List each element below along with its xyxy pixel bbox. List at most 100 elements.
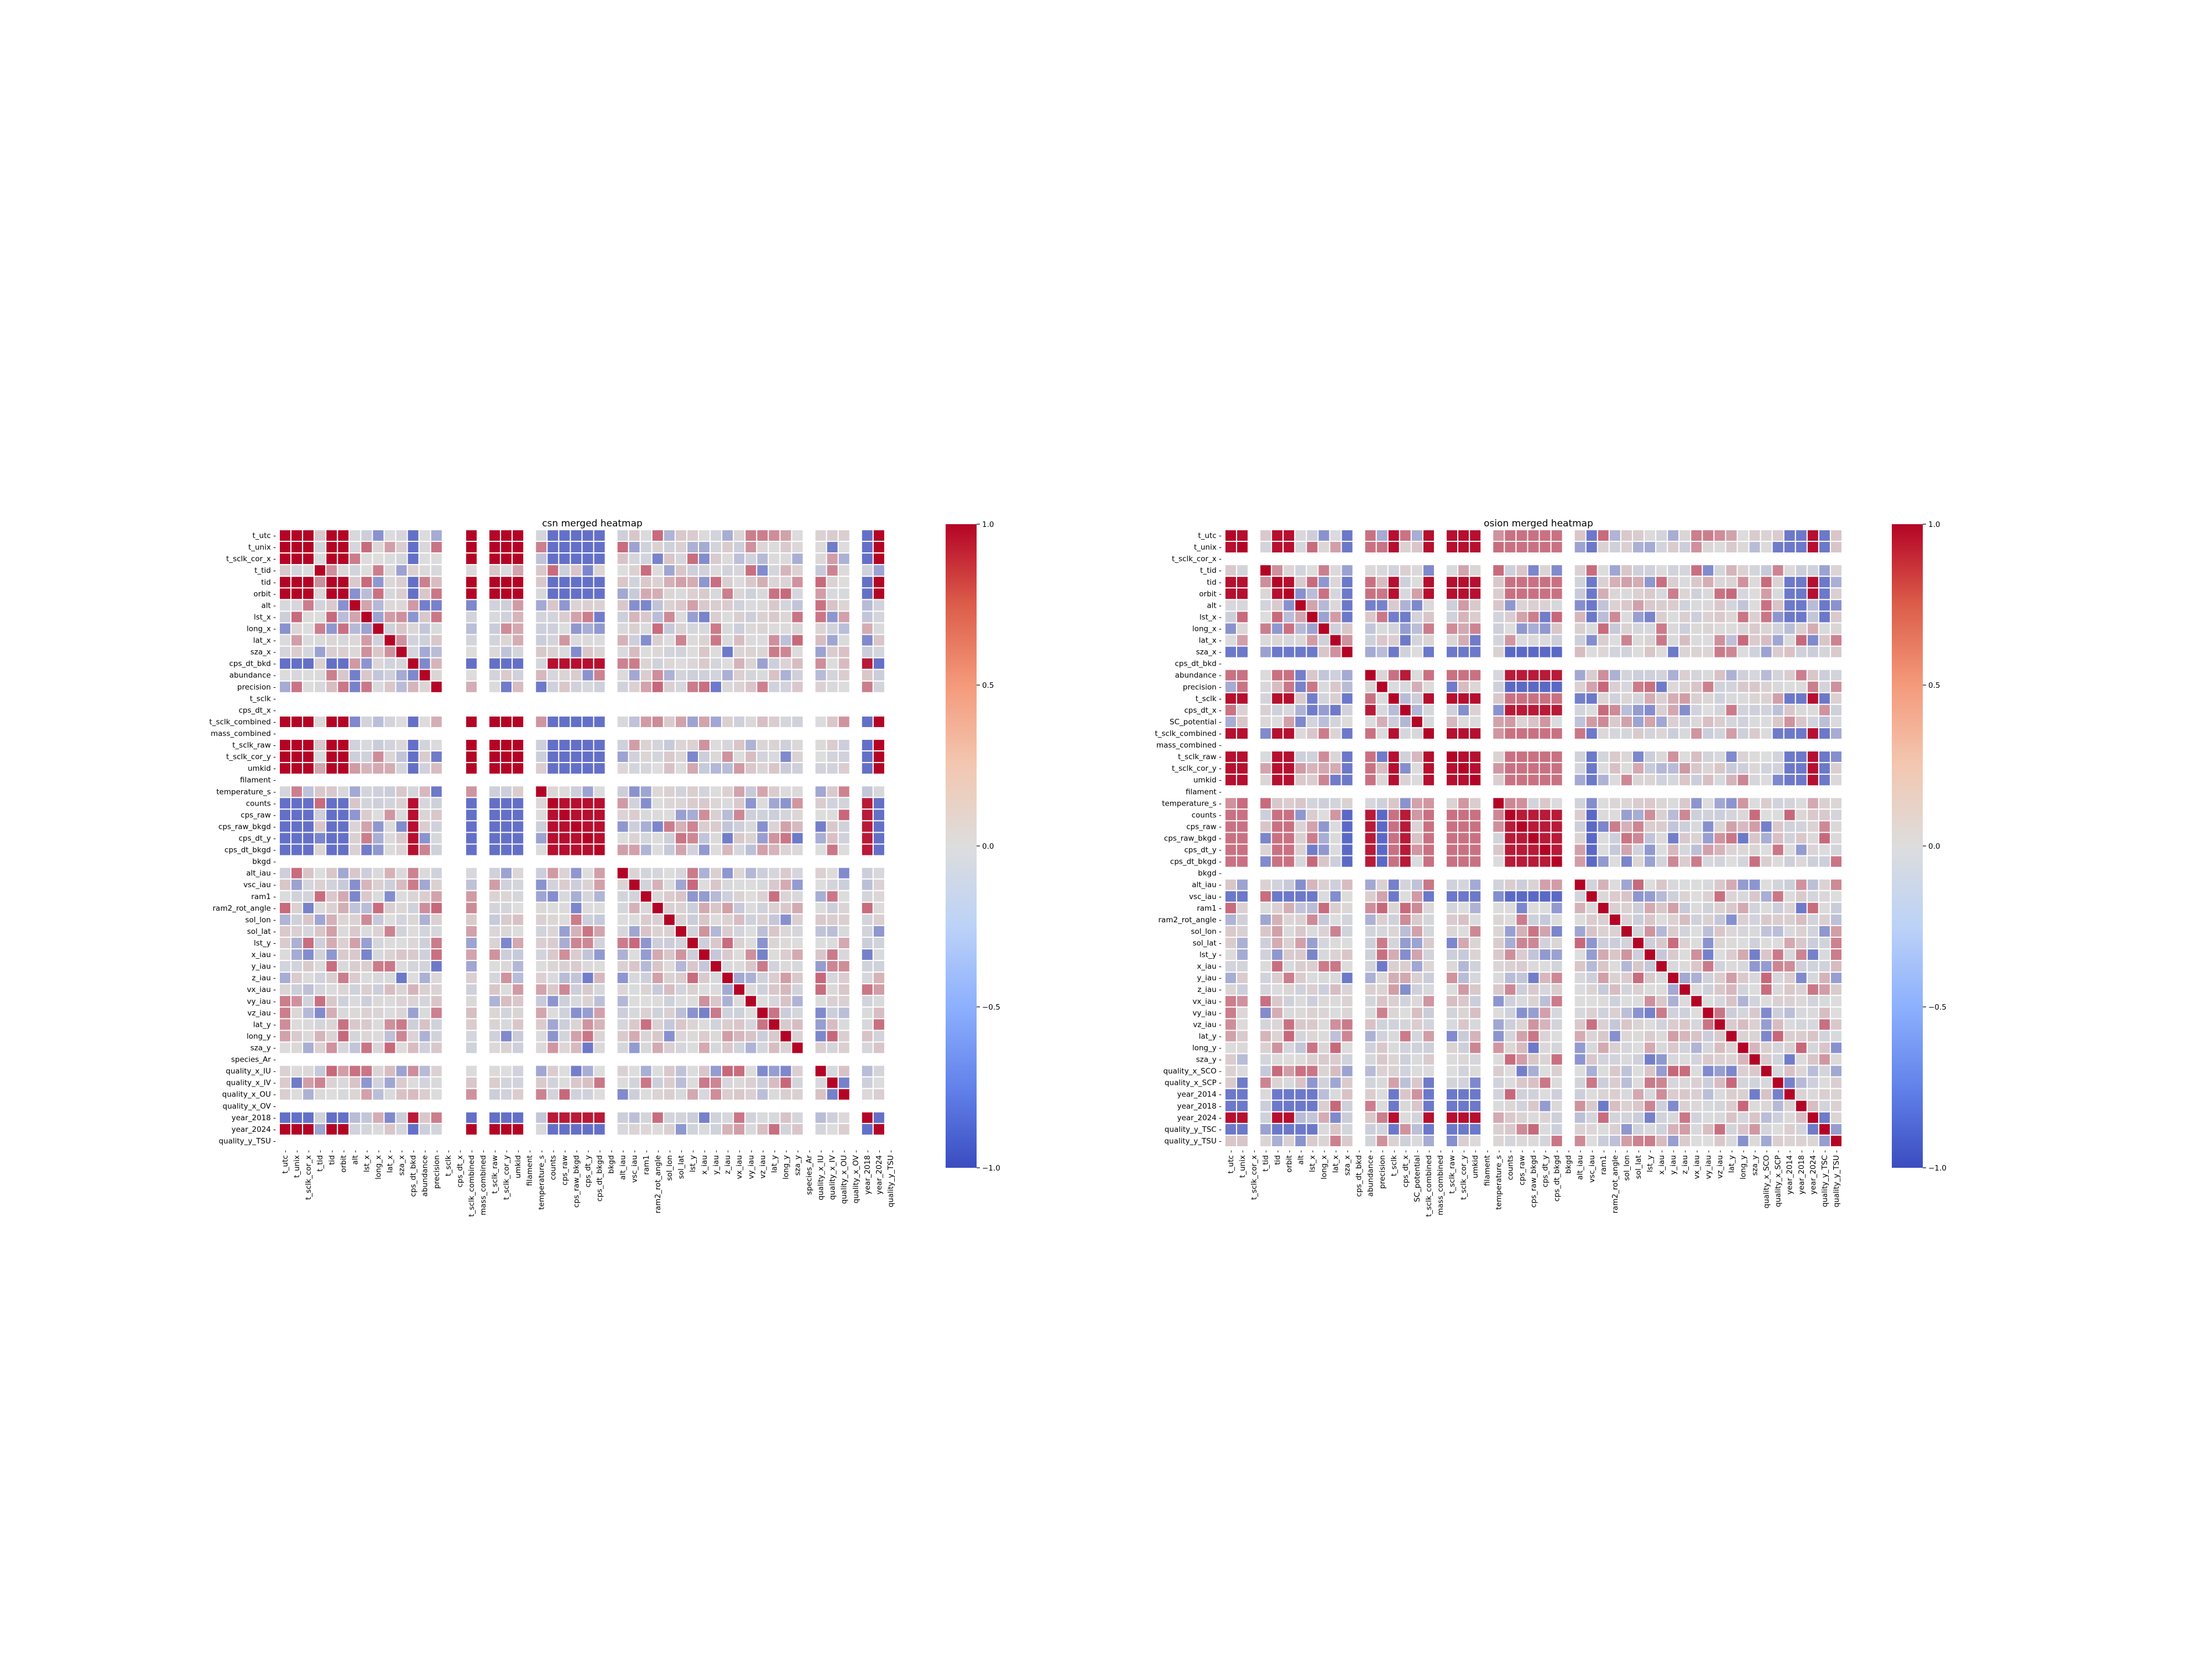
heatmap-cell xyxy=(1504,948,1517,962)
heatmap-cell xyxy=(1236,832,1249,845)
heatmap-cell xyxy=(1271,587,1284,600)
heatmap-cell xyxy=(430,995,443,1008)
heatmap-cell xyxy=(1340,541,1354,554)
heatmap-cell xyxy=(698,995,711,1008)
heatmap-cell xyxy=(1446,680,1459,693)
heatmap-cell xyxy=(279,843,292,856)
row-label: z_iau - xyxy=(252,974,276,983)
heatmap-cell xyxy=(395,971,408,985)
heatmap-cell xyxy=(1329,843,1342,856)
heatmap-cell xyxy=(581,843,594,856)
heatmap-cell xyxy=(360,832,373,845)
row-label: sza_y - xyxy=(1196,1056,1222,1064)
heatmap-cell xyxy=(639,1006,653,1020)
heatmap-cell xyxy=(279,610,292,624)
heatmap-cell xyxy=(1736,1076,1750,1089)
heatmap-cell xyxy=(418,750,431,764)
heatmap-cell xyxy=(1527,529,1540,542)
heatmap-cell xyxy=(1818,703,1831,717)
heatmap-cell xyxy=(756,924,769,938)
heatmap-cell xyxy=(1631,843,1645,856)
heatmap-cell xyxy=(1492,960,1505,973)
heatmap-cell xyxy=(814,1006,827,1020)
heatmap-cell xyxy=(558,1076,571,1089)
heatmap-cell xyxy=(756,564,769,577)
heatmap-cell xyxy=(756,971,769,985)
heatmap-cell xyxy=(1818,774,1831,787)
heatmap-cell xyxy=(512,680,525,693)
column-label: t_sclk_cor_y - xyxy=(1459,1150,1468,1200)
heatmap-cell xyxy=(1282,995,1296,1008)
heatmap-cell xyxy=(1399,1076,1412,1089)
heatmap-cell xyxy=(1644,645,1657,659)
heatmap-cell xyxy=(1329,750,1342,764)
heatmap-cell xyxy=(1259,855,1272,868)
heatmap-cell xyxy=(325,924,338,938)
heatmap-cell xyxy=(686,832,700,845)
heatmap-cell xyxy=(383,587,397,600)
heatmap-cell xyxy=(488,1041,502,1054)
heatmap-cell xyxy=(395,750,408,764)
heatmap-cell xyxy=(872,808,885,822)
colorbar-tick-label: 0.0 xyxy=(982,842,994,851)
heatmap-cell xyxy=(593,913,606,926)
heatmap-cell xyxy=(290,634,304,647)
heatmap-cell xyxy=(826,785,839,798)
heatmap-cell xyxy=(1794,587,1808,600)
heatmap-cell xyxy=(686,936,700,950)
heatmap-cell xyxy=(872,739,885,752)
heatmap-cell xyxy=(1806,727,1819,740)
heatmap-cell xyxy=(1690,1041,1703,1054)
heatmap-cell xyxy=(1794,797,1808,810)
heatmap-cell xyxy=(535,529,548,542)
heatmap-cell xyxy=(1702,1088,1715,1101)
heatmap-cell xyxy=(570,995,583,1008)
heatmap-cell xyxy=(279,657,292,670)
heatmap-cell xyxy=(1492,668,1505,682)
row-label: cps_dt_y - xyxy=(1184,846,1222,855)
heatmap-cell xyxy=(395,901,408,915)
heatmap-cell xyxy=(1736,808,1750,822)
column-label: lat_y - xyxy=(770,1150,779,1173)
heatmap-cell xyxy=(628,622,641,635)
row-label: alt - xyxy=(262,601,276,610)
heatmap-cell xyxy=(314,808,327,822)
heatmap-cell xyxy=(1736,1018,1750,1031)
heatmap-cell xyxy=(779,971,792,985)
heatmap-cell xyxy=(1364,541,1377,554)
heatmap-cell xyxy=(1306,587,1319,600)
heatmap-cell xyxy=(1446,820,1459,833)
heatmap-cell xyxy=(570,657,583,670)
heatmap-cell xyxy=(639,995,653,1008)
heatmap-cell xyxy=(302,901,315,915)
heatmap-cell xyxy=(872,587,885,600)
heatmap-cell xyxy=(1829,1041,1843,1054)
heatmap-cell xyxy=(1271,1053,1284,1066)
heatmap-cell xyxy=(1504,622,1517,635)
heatmap-cell xyxy=(1678,878,1692,891)
heatmap-cell xyxy=(360,936,373,950)
heatmap-cell xyxy=(500,599,513,612)
heatmap-cell xyxy=(1725,832,1738,845)
heatmap-cell xyxy=(372,762,385,775)
heatmap-cell xyxy=(1608,808,1621,822)
heatmap-cell xyxy=(558,576,571,589)
heatmap-cell xyxy=(872,634,885,647)
heatmap-cell xyxy=(290,622,304,635)
heatmap-cell xyxy=(1224,924,1238,938)
heatmap-cell xyxy=(1585,692,1598,705)
heatmap-cell xyxy=(872,913,885,926)
heatmap-cell xyxy=(837,599,851,612)
heatmap-cell xyxy=(279,564,292,577)
colorbar-left-gradient xyxy=(946,524,977,1168)
heatmap-cell xyxy=(1713,1134,1726,1147)
heatmap-cell xyxy=(570,1006,583,1020)
heatmap-cell xyxy=(1702,576,1715,589)
heatmap-cell xyxy=(488,866,502,880)
heatmap-cell xyxy=(1410,936,1423,950)
heatmap-cell xyxy=(1399,808,1412,822)
row-label: cps_dt_x - xyxy=(238,706,276,715)
heatmap-cell xyxy=(1446,1006,1459,1020)
heatmap-cell xyxy=(1387,983,1400,996)
heatmap-cell xyxy=(1655,703,1668,717)
